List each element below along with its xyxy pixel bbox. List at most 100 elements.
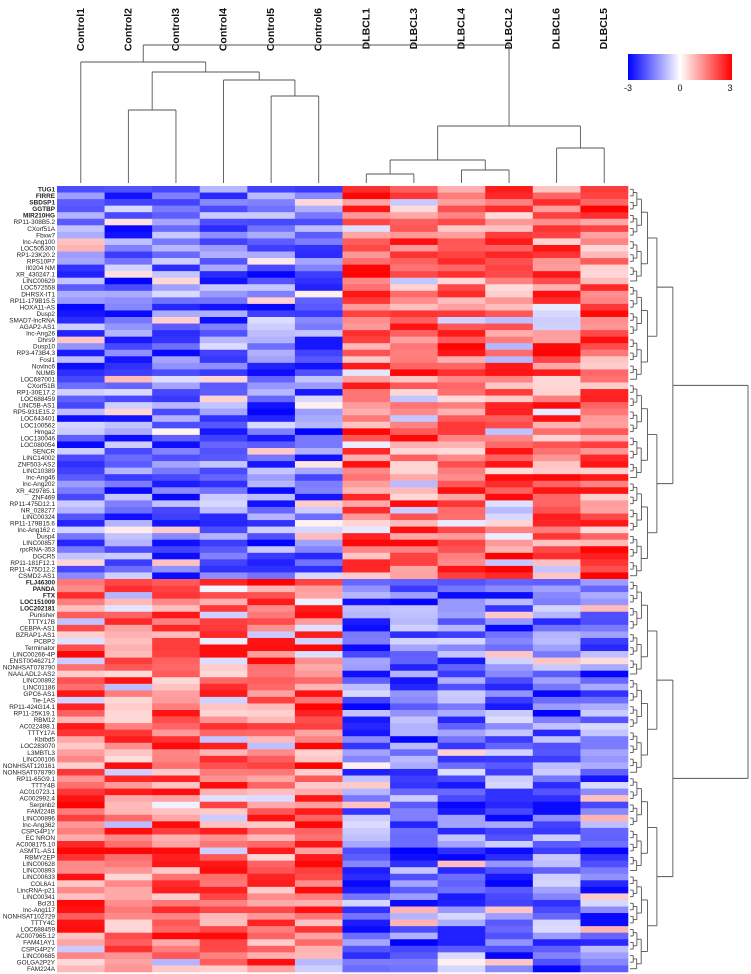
heatmap-cell	[152, 408, 201, 416]
heatmap-cell	[294, 579, 343, 586]
heatmap-cell	[152, 382, 201, 390]
heatmap-cell	[199, 605, 248, 613]
heatmap-cell	[294, 330, 343, 337]
heatmap-cell	[294, 644, 343, 652]
heatmap-cell	[437, 271, 486, 278]
heatmap-cell	[342, 303, 391, 311]
heatmap-cell	[390, 651, 438, 658]
heatmap-cell	[580, 579, 629, 586]
heatmap-cell	[152, 546, 201, 554]
row-label: MIR210HG	[23, 213, 55, 220]
heatmap-cell	[152, 356, 201, 364]
heatmap-cell	[294, 264, 343, 272]
heatmap-cell	[532, 736, 581, 744]
heatmap-cell	[104, 664, 153, 671]
heatmap-cell	[437, 474, 486, 482]
heatmap-cell	[104, 186, 153, 193]
heatmap-cell	[390, 205, 438, 213]
heatmap-cell	[199, 565, 248, 573]
row-label: Serpinb2	[29, 802, 55, 809]
heatmap-cell	[247, 349, 296, 357]
heatmap-cell	[437, 506, 486, 514]
heatmap-cell	[342, 192, 391, 200]
heatmap-cell	[104, 395, 153, 403]
row-label: LINC00892	[23, 678, 56, 685]
row-label: lnc-Ang202	[23, 481, 56, 488]
heatmap-cell	[199, 729, 248, 737]
heatmap-cell	[152, 939, 201, 947]
heatmap-cell	[580, 500, 629, 508]
heatmap-cell	[580, 526, 629, 534]
heatmap-cell	[199, 867, 248, 875]
heatmap-cell	[390, 886, 438, 894]
heatmap-cell	[57, 670, 105, 678]
heatmap-cell	[342, 330, 391, 337]
heatmap-cell	[532, 716, 581, 724]
heatmap-cell	[247, 893, 296, 901]
heatmap-cell	[104, 238, 153, 246]
heatmap-cell	[247, 926, 296, 933]
legend-gradient-bar	[628, 54, 732, 80]
heatmap-cell	[247, 461, 296, 468]
heatmap-cell	[532, 303, 581, 311]
heatmap-cell	[485, 493, 534, 501]
heatmap-cell	[580, 284, 629, 292]
heatmap-cell	[485, 854, 534, 861]
heatmap-cell	[580, 788, 629, 796]
heatmap-cell	[199, 585, 248, 593]
heatmap-cell	[199, 880, 248, 888]
row-label: RP11-424G14.1	[9, 704, 55, 711]
heatmap-cell	[390, 356, 438, 364]
heatmap-cell	[199, 906, 248, 914]
row-label: Tie-1AS	[32, 697, 55, 704]
heatmap-cell	[152, 467, 201, 475]
heatmap-cell	[294, 795, 343, 802]
heatmap-cell	[390, 277, 438, 285]
heatmap-cell	[580, 683, 629, 691]
heatmap-cell	[437, 539, 486, 547]
heatmap-cell	[199, 297, 248, 305]
heatmap-cell	[152, 592, 201, 599]
heatmap-cell	[390, 290, 438, 298]
row-label: TTTY4B	[31, 783, 55, 790]
heatmap-cell	[57, 618, 105, 626]
heatmap-cell	[57, 939, 105, 947]
heatmap-cell	[342, 775, 391, 783]
heatmap-cell	[437, 310, 486, 318]
column-label: Control5	[265, 8, 277, 51]
heatmap-cell	[152, 349, 201, 357]
heatmap-cell	[57, 565, 105, 573]
heatmap-cell	[485, 782, 534, 789]
heatmap-cell	[390, 926, 438, 933]
heatmap-cell	[247, 618, 296, 626]
heatmap-cell	[247, 683, 296, 691]
heatmap-cell	[57, 336, 105, 344]
heatmap-cell	[532, 644, 581, 652]
heatmap-cell	[532, 585, 581, 593]
heatmap-cell	[437, 362, 486, 370]
heatmap-cell	[152, 585, 201, 593]
heatmap-cell	[104, 428, 153, 436]
heatmap-cell	[390, 434, 438, 442]
heatmap-cell	[580, 618, 629, 626]
heatmap-cell	[57, 926, 105, 933]
heatmap-cell	[342, 945, 391, 953]
heatmap-cell	[390, 755, 438, 763]
heatmap-cell	[199, 356, 248, 364]
heatmap-cell	[152, 572, 201, 580]
row-label: COL6A1	[30, 881, 55, 888]
heatmap-cell	[580, 696, 629, 704]
heatmap-cell	[580, 428, 629, 436]
heatmap-cell	[342, 539, 391, 547]
row-label: LOC100562	[21, 422, 56, 429]
heatmap-cell	[247, 932, 296, 940]
heatmap-cell	[294, 356, 343, 364]
heatmap-cell	[247, 218, 296, 226]
heatmap-cell	[294, 624, 343, 632]
heatmap-cell	[57, 867, 105, 875]
heatmap-cell	[152, 808, 201, 816]
heatmap-cell	[294, 461, 343, 468]
heatmap-cell	[247, 552, 296, 560]
heatmap-cell	[104, 677, 153, 685]
heatmap-cell	[57, 506, 105, 514]
